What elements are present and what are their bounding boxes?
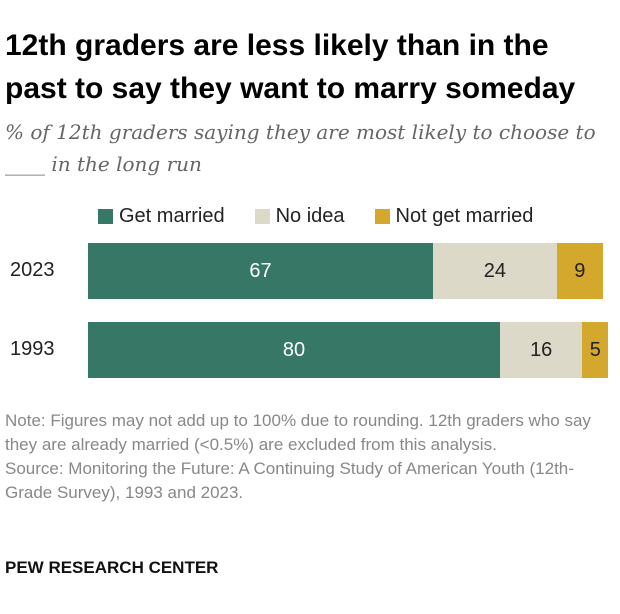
chart-subtitle: % of 12th graders saying they are most l…: [5, 120, 596, 176]
legend-item: Get married: [98, 205, 225, 228]
data-label: 16: [530, 338, 553, 361]
bar-segment: 9: [556, 243, 603, 299]
category-label: 1993: [10, 338, 55, 360]
legend-swatch: [374, 209, 390, 224]
legend-swatch: [98, 209, 113, 224]
bar-segment: 5: [582, 322, 609, 378]
legend-swatch: [254, 209, 270, 224]
legend-label: Not get married: [395, 205, 534, 227]
bar-segment: 16: [500, 322, 583, 378]
legend: Get married No idea Not get married: [98, 205, 563, 228]
data-label: 24: [483, 259, 506, 282]
chart-title: 12th graders are less likely than in the…: [5, 29, 576, 105]
category-label: 2023: [10, 259, 55, 281]
data-label: 5: [589, 338, 601, 361]
source-text: Source: Monitoring the Future: A Continu…: [5, 459, 574, 502]
data-label: 9: [574, 259, 586, 282]
legend-label: No idea: [275, 205, 345, 227]
legend-item: Not get married: [374, 205, 534, 228]
bar-segment: 67: [88, 243, 434, 299]
bar-segment: 80: [88, 322, 500, 378]
brand-logo-text: PEW RESEARCH CENTER: [5, 558, 219, 577]
notes: Note: Figures may not add up to 100% due…: [5, 409, 605, 505]
data-label: 67: [249, 259, 272, 282]
legend-label: Get married: [119, 205, 225, 227]
bar-segment: 24: [433, 243, 557, 299]
note-text: Note: Figures may not add up to 100% due…: [5, 411, 591, 454]
data-label: 80: [282, 338, 306, 361]
legend-item: No idea: [254, 205, 345, 228]
